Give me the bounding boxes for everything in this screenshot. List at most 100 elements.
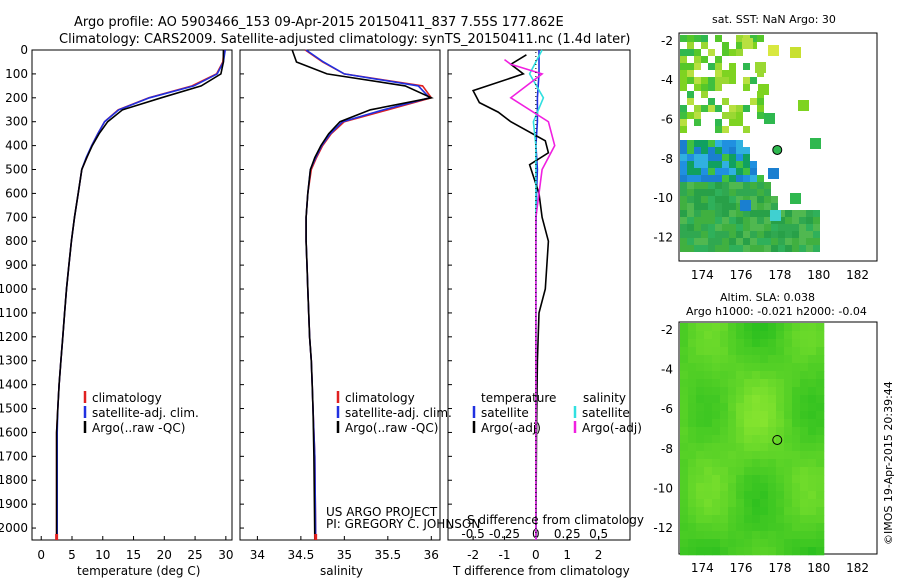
sst-cell <box>722 196 729 203</box>
sla-cell <box>768 467 777 476</box>
sla-cell <box>680 347 689 356</box>
sla-cell <box>792 331 801 340</box>
sla-cell <box>800 411 809 420</box>
sst-cell <box>687 140 694 147</box>
salinity-panel-frame <box>239 49 441 541</box>
sst-cell <box>729 105 736 112</box>
sst-cell <box>740 200 751 211</box>
sla-cell <box>720 403 729 412</box>
x-tick-label: 25 <box>187 548 202 562</box>
sst-cell <box>701 217 708 224</box>
sst-cell <box>701 105 708 112</box>
t-difference-xlabel: T difference from climatology <box>452 564 630 578</box>
sla-cell <box>696 467 705 476</box>
sla-cell <box>744 379 753 388</box>
sst-cell <box>715 70 722 77</box>
sla-cell <box>808 339 817 348</box>
sla-cell <box>752 403 761 412</box>
lat-tick-label: -12 <box>653 230 673 244</box>
sst-cell <box>708 189 715 196</box>
sst-cell <box>715 168 722 175</box>
sla-cell <box>736 451 745 460</box>
sst-cell <box>708 147 715 154</box>
sla-cell <box>760 507 769 516</box>
sla-cell <box>784 339 793 348</box>
sla-cell <box>720 363 729 372</box>
sst-cell <box>743 182 750 189</box>
sst-cell <box>813 238 820 245</box>
sst-cell <box>792 224 799 231</box>
sla-cell <box>704 547 713 556</box>
sst-cell <box>750 224 757 231</box>
sla-cell <box>704 451 713 460</box>
sla-cell <box>784 443 793 452</box>
depth-tick-label: 100 <box>5 67 28 81</box>
sla-cell <box>696 523 705 532</box>
difference-panel-frame <box>447 49 631 541</box>
sla-cell <box>680 467 689 476</box>
temperature-series <box>55 49 226 540</box>
sst-cell <box>715 231 722 238</box>
sla-cell <box>728 379 737 388</box>
sla-cell <box>696 443 705 452</box>
depth-tick-label: 600 <box>5 186 28 200</box>
sla-cell <box>760 387 769 396</box>
sla-cell <box>688 395 697 404</box>
sst-cell <box>757 98 764 105</box>
sla-cell <box>752 427 761 436</box>
sst-cell <box>757 238 764 245</box>
legend-label: satellite <box>582 406 630 420</box>
sla-cell <box>680 547 689 556</box>
x-tick-label: 15 <box>126 548 141 562</box>
sst-cell <box>750 196 757 203</box>
sst-cell <box>764 217 771 224</box>
salinity-xlabel: salinity <box>320 564 363 578</box>
sst-cell <box>736 105 743 112</box>
sst-cell <box>722 231 729 238</box>
sla-cell <box>784 403 793 412</box>
sst-cell <box>729 168 736 175</box>
sla-cell <box>752 507 761 516</box>
sst-cell <box>750 231 757 238</box>
sla-cell <box>680 379 689 388</box>
sst-cell <box>736 168 743 175</box>
sst-cell <box>722 154 729 161</box>
sla-cell <box>800 475 809 484</box>
difference-series <box>471 49 556 541</box>
sst-cell <box>708 168 715 175</box>
sst-cell <box>743 224 750 231</box>
sla-cell <box>776 475 785 484</box>
sla-cell <box>704 331 713 340</box>
sst-cell <box>701 168 708 175</box>
sla-cell <box>728 435 737 444</box>
sla-cell <box>704 499 713 508</box>
sla-cell <box>816 427 825 436</box>
sla-cell <box>720 539 729 548</box>
sla-cell <box>792 355 801 364</box>
sst-cell <box>743 84 750 91</box>
sla-cell <box>696 507 705 516</box>
lat-tick-label: -10 <box>653 191 673 205</box>
legend-label: Argo(..raw -QC) <box>92 421 185 435</box>
sst-cell <box>701 224 708 231</box>
sst-cell <box>736 245 743 252</box>
series-line-argo-raw-qc- <box>55 50 225 540</box>
sst-cell <box>750 161 757 168</box>
sla-cell <box>816 499 825 508</box>
sla-cell <box>760 443 769 452</box>
sst-cell <box>701 56 708 63</box>
sla-cell <box>808 483 817 492</box>
sla-cell <box>800 531 809 540</box>
depth-tick-label: 200 <box>5 91 28 105</box>
sla-cell <box>712 515 721 524</box>
sst-cell <box>792 217 799 224</box>
sla-cell <box>744 435 753 444</box>
lon-tick-label: 174 <box>691 268 714 282</box>
sst-cell <box>729 49 736 56</box>
sla-cell <box>768 531 777 540</box>
sla-cell <box>704 387 713 396</box>
sla-cell <box>768 403 777 412</box>
sst-cell <box>680 245 687 252</box>
sla-cell <box>688 539 697 548</box>
sst-cell <box>680 105 687 112</box>
